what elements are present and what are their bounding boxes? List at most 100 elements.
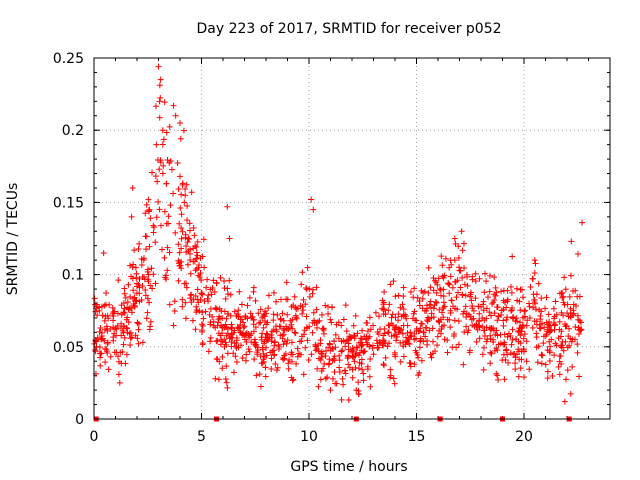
data-point <box>264 319 271 326</box>
data-point <box>399 330 406 337</box>
data-point <box>186 235 193 242</box>
data-point <box>254 351 261 358</box>
data-point <box>358 341 365 348</box>
data-point <box>391 349 398 356</box>
data-point <box>147 318 154 325</box>
data-point <box>178 235 185 242</box>
data-point <box>279 335 286 342</box>
data-point <box>449 284 456 291</box>
data-point <box>183 280 190 287</box>
data-point <box>513 285 520 292</box>
data-point <box>411 336 418 343</box>
data-point <box>200 236 207 243</box>
data-point <box>455 243 462 250</box>
data-point <box>102 301 109 308</box>
data-point <box>398 313 405 320</box>
data-point <box>388 333 395 340</box>
data-point <box>153 141 160 148</box>
data-point <box>292 312 299 319</box>
data-point <box>202 308 209 315</box>
data-point <box>161 99 168 106</box>
data-point <box>104 339 111 346</box>
data-point <box>224 330 231 337</box>
data-point <box>102 359 109 366</box>
data-point <box>130 287 137 294</box>
data-point <box>174 160 181 167</box>
data-point <box>193 265 200 272</box>
data-point <box>343 328 350 335</box>
data-point <box>165 213 172 220</box>
data-point <box>335 335 342 342</box>
data-point <box>513 315 520 322</box>
data-point <box>432 299 439 306</box>
data-point <box>328 319 335 326</box>
data-point <box>542 305 549 312</box>
data-point <box>331 369 338 376</box>
data-point <box>417 325 424 332</box>
data-point <box>387 281 394 288</box>
data-point <box>117 349 124 356</box>
data-point <box>127 293 134 300</box>
data-point <box>300 371 307 378</box>
data-point <box>166 123 173 130</box>
data-point <box>356 349 363 356</box>
data-point <box>217 332 224 339</box>
data-point <box>493 327 500 334</box>
data-point <box>102 313 109 320</box>
y-tick-label: 0.15 <box>53 195 84 211</box>
data-point <box>523 358 530 365</box>
data-point <box>351 358 358 365</box>
data-point <box>300 331 307 338</box>
data-point <box>152 173 159 180</box>
data-point <box>576 293 583 300</box>
data-point <box>359 327 366 334</box>
data-point <box>428 310 435 317</box>
x-tick-label: 15 <box>408 429 426 445</box>
data-point <box>306 293 313 300</box>
data-point <box>145 207 152 214</box>
data-point <box>138 261 145 268</box>
data-point <box>395 292 402 299</box>
data-point <box>110 334 117 341</box>
data-point <box>222 339 229 346</box>
data-point <box>115 353 122 360</box>
data-point <box>538 295 545 302</box>
data-point <box>242 336 249 343</box>
data-point <box>94 312 101 319</box>
data-point <box>190 296 197 303</box>
data-point <box>258 360 265 367</box>
data-point <box>510 314 517 321</box>
data-point <box>544 368 551 375</box>
data-point <box>338 322 345 329</box>
data-point <box>286 356 293 363</box>
data-point <box>206 311 213 318</box>
data-point <box>393 337 400 344</box>
data-point <box>460 240 467 247</box>
data-point <box>217 274 224 281</box>
data-point <box>447 273 454 280</box>
data-point <box>212 375 219 382</box>
data-point <box>425 264 432 271</box>
data-point <box>319 325 326 332</box>
data-point <box>369 342 376 349</box>
data-point <box>114 310 121 317</box>
data-point <box>466 347 473 354</box>
data-point <box>208 291 215 298</box>
data-point <box>493 370 500 377</box>
data-point <box>180 127 187 134</box>
x-tick-label: 10 <box>300 429 318 445</box>
data-point <box>498 311 505 318</box>
data-point <box>203 284 210 291</box>
data-point <box>498 288 505 295</box>
data-point <box>446 264 453 271</box>
data-point <box>529 275 536 282</box>
data-point <box>292 330 299 337</box>
data-point <box>430 287 437 294</box>
data-point <box>486 309 493 316</box>
data-point <box>340 316 347 323</box>
data-point <box>250 284 257 291</box>
data-point <box>400 353 407 360</box>
data-point <box>214 337 221 344</box>
data-point <box>494 304 501 311</box>
data-point <box>394 333 401 340</box>
